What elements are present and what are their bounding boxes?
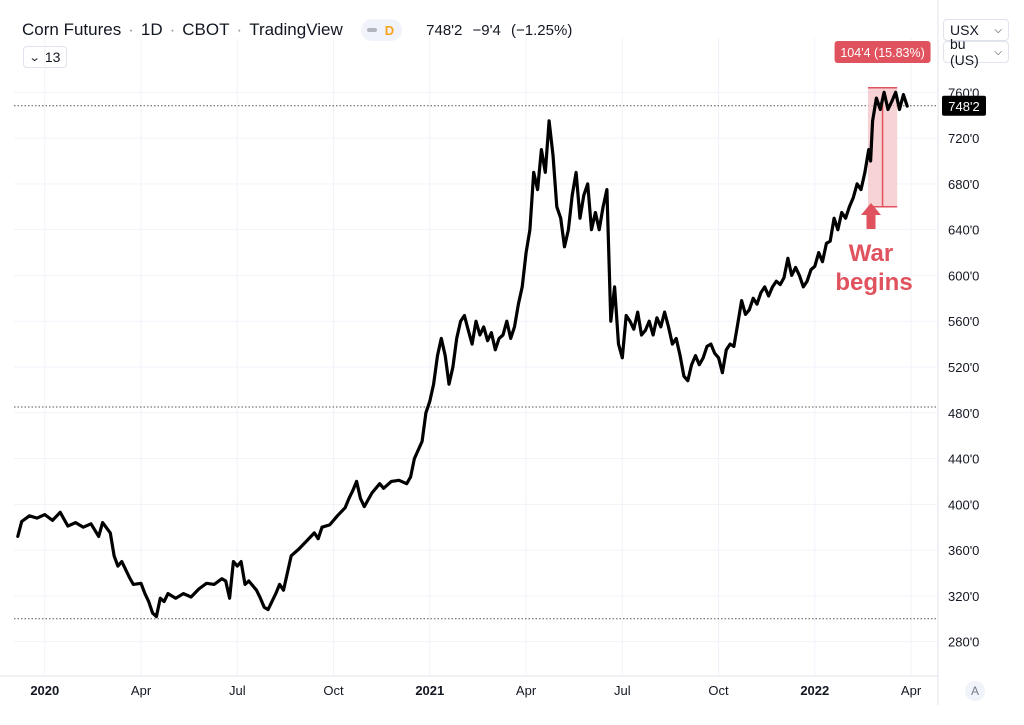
y-tick-label: 480'0 (948, 406, 979, 421)
x-tick-label: 2022 (800, 683, 829, 698)
annotation-line-2: begins (835, 269, 912, 296)
measure-label: 104'4 (15.83%) (840, 46, 924, 60)
x-tick-label: 2020 (30, 683, 59, 698)
x-tick-label: Apr (901, 683, 922, 698)
annotation-line-1: War (849, 240, 893, 267)
y-tick-label: 440'0 (948, 452, 979, 467)
price-series (16, 90, 909, 619)
price-axis: 280'0 320'0 360'0 400'0 440'0 480'0 520'0 560'0… (942, 85, 986, 650)
auto-scale-button[interactable]: A (965, 681, 985, 701)
measure-range (867, 87, 898, 208)
x-tick-label: Jul (614, 683, 631, 698)
interval-label[interactable]: 1D (140, 20, 163, 39)
chevron-down-icon: ⌄ (28, 51, 41, 64)
source-label: TradingView (249, 20, 343, 39)
last-price-label: 748'2 (948, 99, 979, 114)
market-status-badge[interactable]: D (360, 19, 403, 41)
y-tick-label: 600'0 (948, 268, 979, 283)
symbol-title[interactable]: Corn Futures (22, 20, 122, 39)
measure-box (867, 87, 898, 207)
y-tick-label: 400'0 (948, 497, 979, 512)
interval-badge: D (384, 22, 395, 38)
price-change-pct: (−1.25%) (511, 21, 573, 39)
y-tick-label: 560'0 (948, 314, 979, 329)
price-readout: 748'2 −9'4 (−1.25%) (426, 22, 578, 39)
annotation-arrow-icon (861, 202, 882, 229)
currency-select[interactable]: USX ⌵ (943, 19, 1009, 41)
header-separator: · (128, 20, 134, 39)
y-tick-label: 360'0 (948, 543, 979, 558)
y-tick-label: 720'0 (948, 131, 979, 146)
indicators-toggle-button[interactable]: ⌄ 13 (23, 46, 67, 68)
y-tick-label: 320'0 (948, 589, 979, 604)
time-axis: 2020 Apr Jul Oct 2021 Apr Jul Oct 2022 Apr (30, 683, 921, 698)
x-tick-label: Oct (708, 683, 729, 698)
y-tick-label: 520'0 (948, 360, 979, 375)
unit-select[interactable]: bu (US) ⌵ (943, 36, 1009, 68)
x-tick-label: 2021 (415, 683, 444, 698)
header-separator: · (236, 20, 243, 39)
exchange-label: CBOT (182, 20, 230, 39)
y-tick-label: 680'0 (948, 177, 979, 192)
reference-lines (14, 105, 938, 620)
x-tick-label: Apr (516, 683, 537, 698)
unit-value: bu (US) (950, 36, 979, 68)
price-line (16, 90, 909, 619)
measure-label-box (834, 41, 931, 63)
chart-grid (0, 0, 939, 705)
header-separator: · (169, 20, 176, 39)
currency-value: USX (950, 22, 979, 38)
last-price: 748'2 (426, 21, 463, 39)
y-tick-label: 640'0 (948, 223, 979, 238)
y-tick-label: 760'0 (948, 85, 979, 100)
status-dash-icon (366, 28, 377, 32)
y-tick-label: 280'0 (948, 635, 979, 650)
chevron-down-icon: ⌵ (994, 46, 1002, 58)
x-tick-label: Oct (323, 683, 344, 698)
last-price-tag (942, 95, 986, 116)
chevron-down-icon: ⌵ (994, 24, 1002, 36)
indicators-count: 13 (44, 49, 61, 65)
price-change: −9'4 (472, 21, 501, 39)
x-tick-label: Apr (131, 683, 152, 698)
chart-header: Corn Futures · 1D · CBOT · TradingView D… (22, 16, 578, 44)
x-tick-label: Jul (229, 683, 246, 698)
